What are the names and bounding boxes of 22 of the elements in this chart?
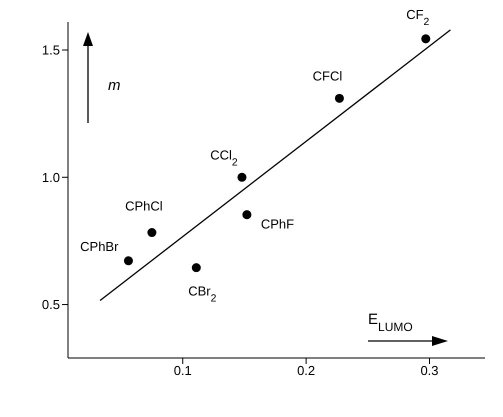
annotation: CPhF: [260, 216, 294, 232]
annotation: CF$_{2}$: [406, 6, 430, 28]
y-tick-label: 0.5: [42, 297, 60, 312]
annotation: CPhCl: [125, 198, 163, 214]
point: [124, 256, 133, 266]
y-axis-title: m: [108, 77, 120, 94]
point: [237, 172, 246, 182]
x-axis-title: E$_{LUMO}$: [368, 311, 413, 334]
y-tick-label: 1.0: [42, 170, 60, 185]
annotation: CFCl: [312, 68, 342, 84]
annotation: CBr$_{2}$: [188, 284, 217, 304]
x-tick-label: 0.1: [174, 363, 192, 378]
annotation: CPhBr: [80, 238, 120, 254]
annotation: CCl$_{2}$: [210, 147, 238, 168]
point: [147, 228, 156, 238]
point: [334, 94, 344, 103]
x-tick-label: 0.3: [420, 363, 439, 378]
point: [421, 34, 430, 44]
x-tick-label: 0.2: [297, 363, 316, 378]
point: [242, 210, 252, 220]
y-tick-label: 1.5: [42, 42, 60, 58]
point: [192, 263, 201, 272]
